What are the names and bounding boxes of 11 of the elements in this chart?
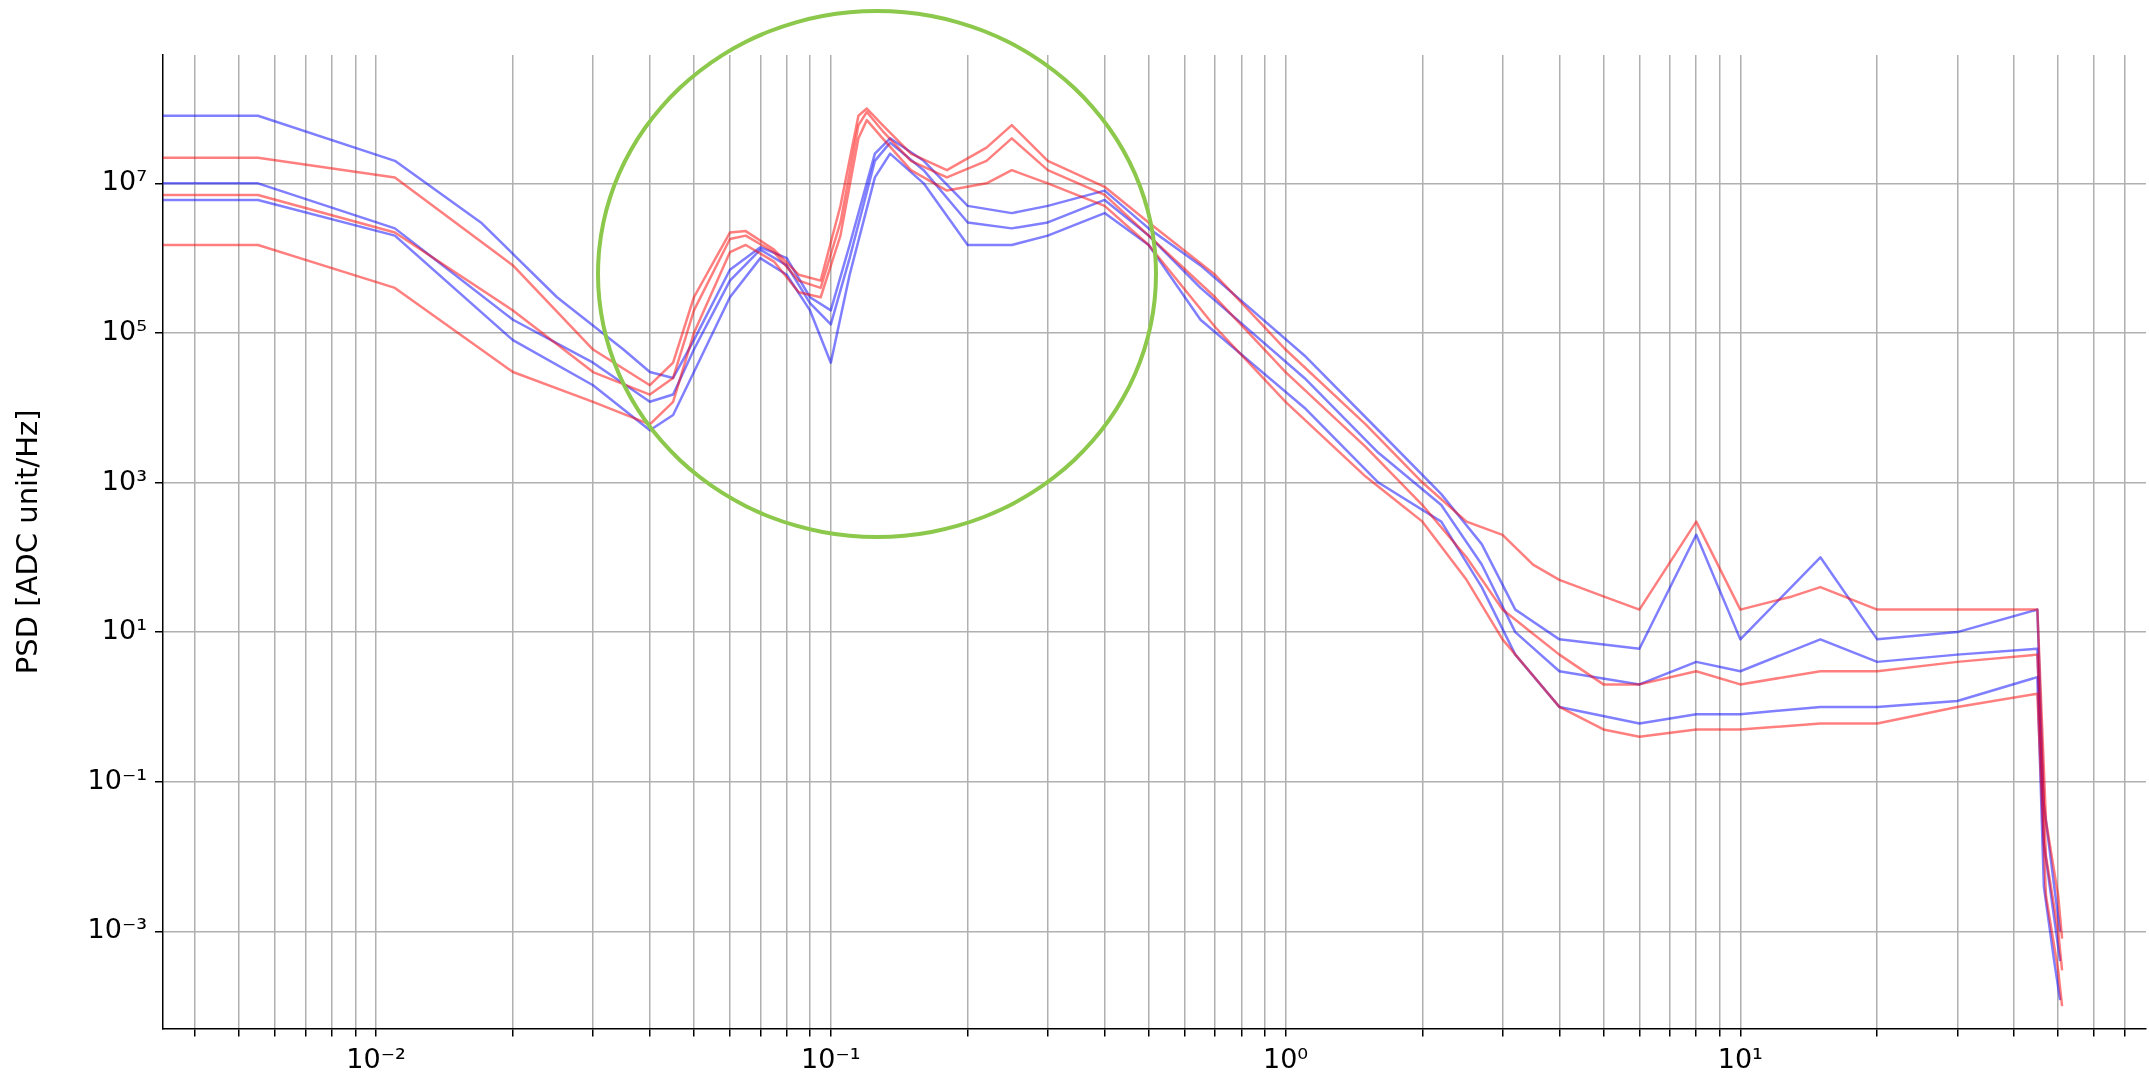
y-tick-label: 10⁵ [101,314,147,346]
x-tick-label: 10⁻¹ [801,1042,861,1074]
y-tick-label: 10⁷ [101,165,147,197]
y-tick-label: 10³ [101,464,147,496]
y-tick-label: 10¹ [101,614,147,646]
x-tick-label: 10⁻² [346,1042,406,1074]
y-tick-label: 10⁻¹ [87,763,147,795]
x-tick-label: 10⁰ [1262,1042,1309,1074]
y-tick-label: 10⁻³ [87,913,147,945]
y-axis-title: PSD [ADC unit/Hz] [9,409,44,675]
x-tick-label: 10¹ [1717,1042,1763,1074]
